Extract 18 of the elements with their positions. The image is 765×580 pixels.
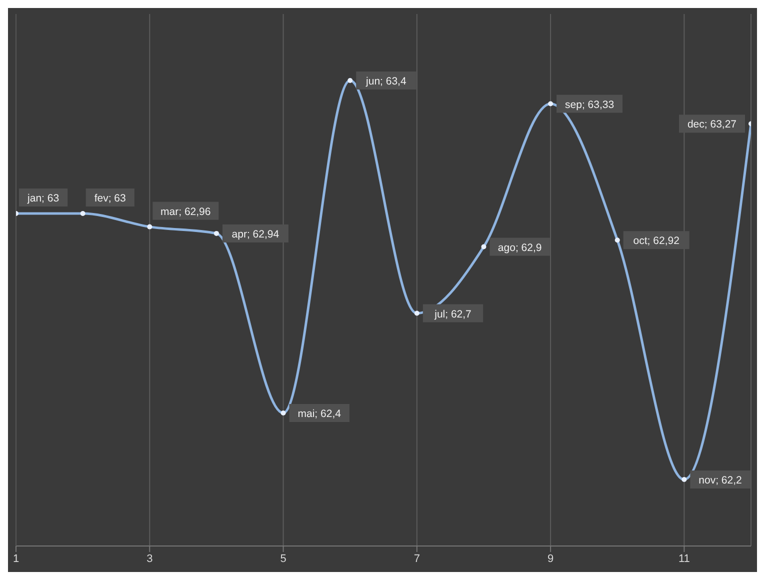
data-label: ago; 62,9 <box>498 242 542 254</box>
data-label: jul; 62,7 <box>434 308 472 320</box>
data-label: oct; 62,92 <box>633 235 680 248</box>
data-label: apr; 62,94 <box>232 228 280 240</box>
data-label: mai; 62,4 <box>298 408 342 420</box>
x-tick-label: 11 <box>678 552 690 565</box>
x-tick-label: 9 <box>547 552 554 565</box>
data-label: jun; 63,4 <box>365 76 406 88</box>
data-label: sep; 63,33 <box>565 98 614 111</box>
data-label: nov; 62,2 <box>698 474 742 486</box>
data-label: fev; 63 <box>94 192 126 204</box>
x-tick-label: 3 <box>146 552 153 565</box>
x-tick-label: 7 <box>414 552 420 565</box>
data-label: dec; 63,27 <box>687 118 737 131</box>
data-label: jan; 63 <box>26 192 60 204</box>
x-tick-label: 1 <box>12 552 20 565</box>
data-label: mar; 62,96 <box>160 206 211 218</box>
x-tick-label: 5 <box>280 552 286 565</box>
